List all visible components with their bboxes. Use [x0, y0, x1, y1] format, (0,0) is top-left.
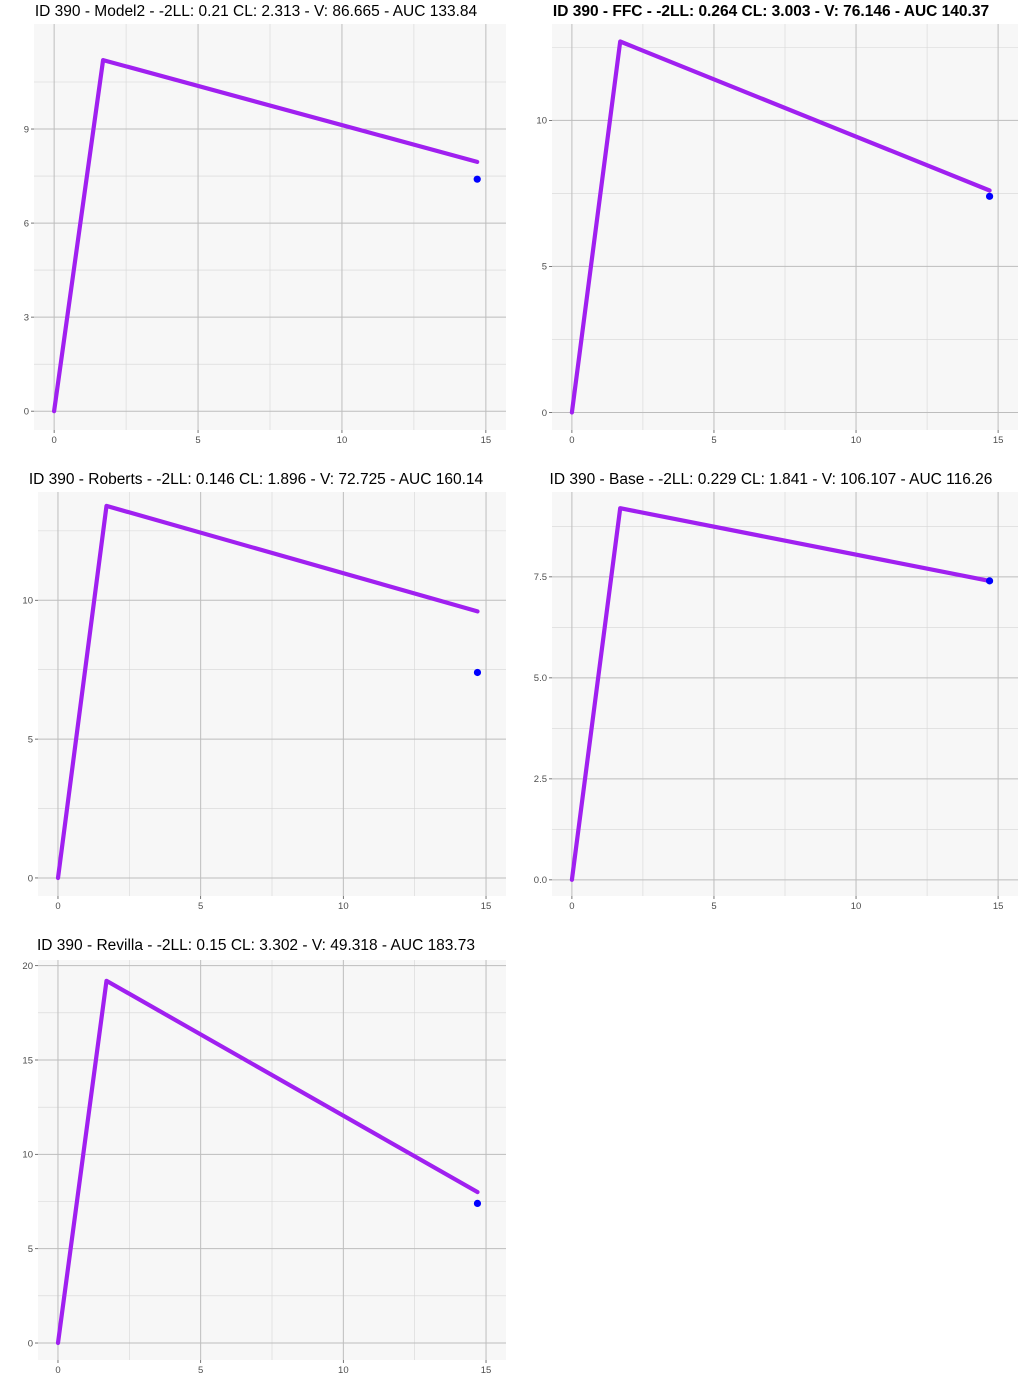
x-tick-label: 0 [55, 1365, 60, 1376]
prediction-line [569, 506, 992, 882]
x-tick-label: 10 [851, 435, 862, 446]
x-tick-label: 0 [51, 435, 56, 446]
prediction-line [51, 57, 480, 414]
x-tick-label: 5 [198, 901, 203, 912]
x-tick-label: 10 [337, 435, 348, 446]
y-tick-label: 5.0 [534, 673, 547, 684]
y-tick-label: 5 [28, 1244, 33, 1255]
x-tick-label: 15 [481, 435, 492, 446]
x-tick-label: 15 [481, 901, 492, 912]
x-tick-label: 10 [851, 901, 862, 912]
x-tick-label: 5 [195, 435, 200, 446]
y-tick-label: 2.5 [534, 774, 547, 785]
x-tick-label: 5 [711, 435, 716, 446]
y-tick-label: 3 [24, 312, 29, 323]
chart-plot: 0 5 10 15 0 5 10 [536, 24, 1018, 446]
x-tick-label: 0 [569, 435, 574, 446]
chart-title: ID 390 - Roberts - -2LL: 0.146 CL: 1.896… [28, 471, 484, 488]
y-tick-label: 0 [542, 408, 547, 419]
observed-point [473, 175, 481, 183]
y-tick-label: 9 [24, 124, 29, 135]
chart-plot: 0 5 10 15 0.0 2.5 5.0 7.5 [534, 492, 1018, 912]
chart-panel-model2: ID 390 - Model2 - -2LL: 0.21 CL: 2.313 -… [0, 0, 512, 465]
x-tick-label: 0 [569, 901, 574, 912]
observed-point [473, 1199, 482, 1207]
y-tick-label: 20 [22, 961, 33, 972]
y-tick-label: 0 [28, 873, 33, 884]
chart-title: ID 390 - Model2 - -2LL: 0.21 CL: 2.313 -… [34, 3, 478, 20]
y-tick-label: 15 [22, 1055, 33, 1066]
x-tick-label: 5 [198, 1365, 203, 1376]
prediction-line [55, 978, 480, 1346]
y-tick-label: 10 [536, 116, 547, 127]
chart-panel-roberts: ID 390 - Roberts - -2LL: 0.146 CL: 1.896… [0, 468, 512, 933]
y-tick-label: 10 [22, 1150, 33, 1161]
y-tick-label: 0 [24, 406, 29, 417]
observed-point [985, 192, 994, 200]
x-tick-label: 15 [993, 435, 1004, 446]
y-tick-label: 7.5 [534, 572, 547, 583]
chart-panel-base: ID 390 - Base - -2LL: 0.229 CL: 1.841 - … [518, 468, 1024, 933]
chart-title: ID 390 - Revilla - -2LL: 0.15 CL: 3.302 … [37, 937, 475, 954]
prediction-line [55, 503, 480, 881]
chart-plot: 0 5 10 15 0 5 10 [22, 492, 506, 912]
y-tick-label: 5 [28, 734, 33, 745]
chart-panel-ffc: ID 390 - FFC - -2LL: 0.264 CL: 3.003 - V… [518, 0, 1024, 465]
chart-title: ID 390 - Base - -2LL: 0.229 CL: 1.841 - … [549, 471, 993, 488]
observed-point [473, 668, 482, 677]
chart-panel-revilla: ID 390 - Revilla - -2LL: 0.15 CL: 3.302 … [0, 934, 512, 1399]
prediction-line [569, 39, 992, 415]
chart-title: ID 390 - FFC - -2LL: 0.264 CL: 3.003 - V… [552, 3, 990, 20]
y-tick-label: 0 [28, 1338, 33, 1349]
x-tick-label: 5 [711, 901, 716, 912]
observed-point [985, 577, 994, 585]
chart-plot: 0 5 10 15 0 3 6 9 [24, 24, 506, 446]
y-tick-label: 10 [22, 596, 33, 607]
y-tick-label: 6 [24, 218, 29, 229]
x-tick-label: 0 [55, 901, 60, 912]
x-tick-label: 15 [481, 1365, 492, 1376]
chart-plot: 0 5 10 15 0 5 10 15 20 [22, 960, 506, 1376]
x-tick-label: 10 [338, 901, 349, 912]
x-tick-label: 15 [993, 901, 1004, 912]
x-tick-label: 10 [338, 1365, 349, 1376]
y-tick-label: 0.0 [534, 875, 547, 886]
y-tick-label: 5 [542, 262, 547, 273]
